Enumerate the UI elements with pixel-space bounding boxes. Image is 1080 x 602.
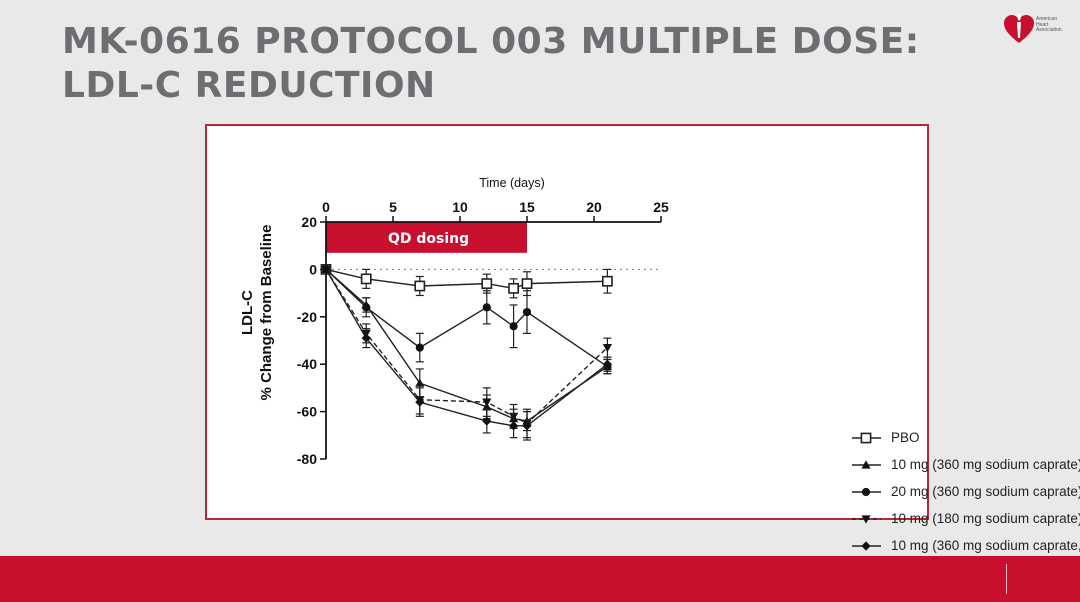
slide-title-line2: LDL-C REDUCTION <box>62 65 436 106</box>
series-0-point-5 <box>521 278 533 290</box>
legend-swatch-3 <box>852 515 881 524</box>
series-2-point-4 <box>509 322 518 331</box>
legend-swatch-4 <box>852 541 881 551</box>
series-4-point-4 <box>509 421 519 431</box>
legend-swatch-1 <box>852 460 881 469</box>
series-4-point-1 <box>361 333 371 343</box>
legend-marker-0 <box>860 432 872 444</box>
legend-label-3: 10 mg (180 mg sodium caprate) <box>891 511 1080 526</box>
y-tick-label--20: -20 <box>297 309 317 325</box>
series-2-point-3 <box>482 303 491 312</box>
y-axis-label-line2: % Change from Baseline <box>258 225 275 401</box>
series-3-point-6 <box>602 344 612 353</box>
series-0-point-4 <box>508 282 519 294</box>
series-0 <box>320 264 613 299</box>
series-4-point-6 <box>602 359 612 369</box>
x-tick-label-5: 5 <box>389 199 397 215</box>
y-tick-label-20: 20 <box>301 214 317 230</box>
series-4-point-5 <box>522 421 532 431</box>
series-2-point-2 <box>415 343 424 352</box>
y-tick-label--40: -40 <box>297 356 317 372</box>
logo-text-line1: American <box>1036 16 1058 22</box>
series-0-point-6 <box>601 275 613 287</box>
aha-logo-text: American Heart Association. <box>1036 16 1070 34</box>
legend-marker-3 <box>861 515 871 524</box>
y-tick-label-0: 0 <box>309 261 317 277</box>
legend-marker-1 <box>861 460 871 469</box>
y-tick-label--80: -80 <box>297 451 317 467</box>
legend-label-1: 10 mg (360 mg sodium caprate) <box>891 457 1080 472</box>
series-0-point-2 <box>414 280 426 292</box>
series-0-point-3 <box>481 278 493 290</box>
legend-label-2: 20 mg (360 mg sodium caprate) <box>891 484 1080 499</box>
logo-text-line2: Heart <box>1036 21 1049 28</box>
series-2-point-5 <box>522 307 532 317</box>
footer-bar <box>0 556 1080 602</box>
legend-marker-4 <box>861 541 871 551</box>
x-tick-label-25: 25 <box>653 199 669 215</box>
series-4-point-2 <box>415 397 425 407</box>
series-1-point-2 <box>415 378 425 387</box>
x-tick-label-20: 20 <box>586 199 602 215</box>
series-1-line <box>325 268 608 422</box>
slide-title: MK-0616 PROTOCOL 003 MULTIPLE DOSE: LDL-… <box>62 20 920 108</box>
series-2-point-1 <box>362 303 371 312</box>
footer-divider <box>1006 564 1007 594</box>
x-axis-label: Time (days) <box>479 176 545 190</box>
aha-heart-torch-icon <box>1004 13 1034 43</box>
legend-label-0: PBO <box>891 430 920 445</box>
dosing-band-label: QD dosing <box>388 231 469 247</box>
x-tick-label-15: 15 <box>519 199 535 215</box>
series-4 <box>321 264 612 441</box>
logo-text-line3: Association. <box>1036 27 1063 33</box>
ldl-chart: QD dosing 0 5 10 15 20 25 Time (days) 20 0 -20 -40… <box>239 176 669 467</box>
legend-swatch-0 <box>852 432 881 444</box>
series-0-point-1 <box>360 273 372 285</box>
series-3-point-3 <box>482 398 492 407</box>
dosing-band <box>326 222 527 253</box>
x-tick-label-0: 0 <box>322 199 330 215</box>
x-tick-label-10: 10 <box>452 199 468 215</box>
legend-marker-2 <box>861 487 871 497</box>
y-tick-label--60: -60 <box>297 404 317 420</box>
series-4-point-0 <box>321 264 331 274</box>
series-3 <box>321 265 612 439</box>
legend-swatch-2 <box>852 487 881 497</box>
y-axis-label-line1: LDL-C <box>239 290 256 335</box>
series-2 <box>321 265 612 375</box>
slide-title-line1: MK-0616 PROTOCOL 003 MULTIPLE DOSE: <box>62 21 920 62</box>
series-4-point-3 <box>482 416 492 426</box>
chart-frame: QD dosing 0 5 10 15 20 25 Time (days) 20 0 -20 -40… <box>205 124 1080 571</box>
